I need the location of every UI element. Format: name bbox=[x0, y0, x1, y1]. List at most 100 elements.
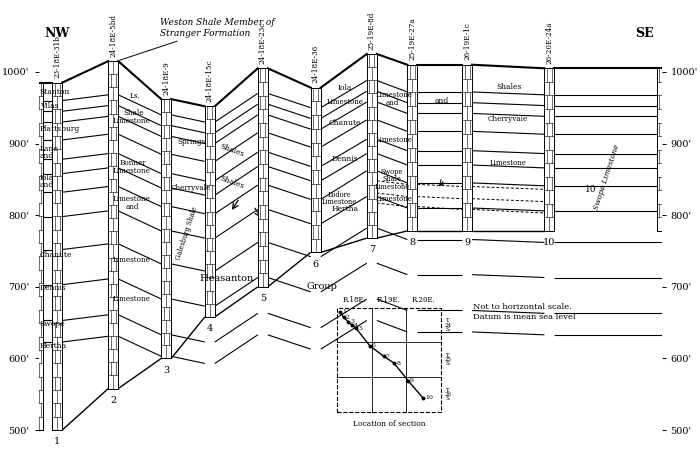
Text: 5: 5 bbox=[358, 326, 362, 331]
Text: 6: 6 bbox=[372, 343, 376, 348]
Text: S.: S. bbox=[445, 396, 450, 401]
Text: 23-18E-31b: 23-18E-31b bbox=[53, 35, 61, 79]
Text: R.19E.: R.19E. bbox=[377, 296, 401, 304]
Bar bbox=[657, 68, 666, 231]
Text: 3: 3 bbox=[163, 365, 169, 375]
Text: Limestone: Limestone bbox=[375, 136, 412, 144]
Bar bbox=[462, 65, 472, 231]
Text: Limestone: Limestone bbox=[322, 198, 357, 206]
Text: Location of section: Location of section bbox=[353, 420, 425, 429]
Bar bbox=[34, 83, 43, 430]
Text: 7: 7 bbox=[386, 354, 390, 359]
Text: Limestone: Limestone bbox=[490, 159, 526, 167]
Text: R.18E.: R.18E. bbox=[342, 296, 366, 304]
Text: Iola: Iola bbox=[40, 174, 54, 182]
Text: Dennis: Dennis bbox=[40, 284, 66, 292]
Text: Limestone: Limestone bbox=[327, 98, 363, 106]
Text: Group: Group bbox=[307, 282, 337, 291]
Text: 24-18E-5bd: 24-18E-5bd bbox=[109, 14, 118, 57]
Text: Swope: Swope bbox=[40, 320, 65, 328]
Text: 1: 1 bbox=[342, 310, 346, 315]
Text: S.: S. bbox=[445, 361, 450, 366]
Text: 24-18E-9: 24-18E-9 bbox=[162, 61, 170, 95]
Text: and: and bbox=[125, 202, 139, 211]
Text: 24: 24 bbox=[445, 323, 452, 328]
Text: Limestone: Limestone bbox=[374, 183, 409, 191]
Text: 4: 4 bbox=[354, 323, 358, 328]
Text: 2: 2 bbox=[110, 396, 116, 405]
Text: 3: 3 bbox=[350, 319, 354, 324]
Text: 9: 9 bbox=[410, 378, 414, 383]
Text: Shales: Shales bbox=[218, 175, 245, 191]
Text: Cherryvale: Cherryvale bbox=[488, 115, 528, 123]
Text: Shales: Shales bbox=[496, 83, 522, 91]
Text: T.: T. bbox=[445, 388, 449, 393]
Text: Hertha: Hertha bbox=[332, 206, 358, 213]
Bar bbox=[545, 68, 554, 231]
Text: SE: SE bbox=[636, 27, 654, 40]
Text: 9: 9 bbox=[464, 238, 470, 247]
Text: NW: NW bbox=[45, 27, 70, 40]
Text: 10: 10 bbox=[585, 185, 596, 194]
Bar bbox=[407, 65, 417, 231]
Text: 26-19E-1c: 26-19E-1c bbox=[463, 22, 471, 60]
Text: Shales: Shales bbox=[218, 143, 245, 159]
Text: and: and bbox=[386, 99, 399, 107]
Bar bbox=[205, 106, 215, 317]
Text: 10: 10 bbox=[543, 238, 556, 247]
Text: Limestone: Limestone bbox=[113, 167, 151, 175]
Bar bbox=[311, 88, 321, 252]
Text: Iola: Iola bbox=[338, 84, 352, 92]
Text: 25-19E-27a: 25-19E-27a bbox=[408, 18, 416, 60]
Text: and: and bbox=[40, 181, 54, 189]
Text: Dennis: Dennis bbox=[332, 155, 358, 163]
Text: Limestone: Limestone bbox=[113, 295, 151, 303]
Text: 25: 25 bbox=[445, 357, 452, 362]
Text: Lane: Lane bbox=[40, 144, 59, 153]
Text: Vilas: Vilas bbox=[40, 102, 58, 110]
Text: and: and bbox=[435, 97, 449, 104]
Text: Swope: Swope bbox=[381, 168, 403, 176]
Bar bbox=[258, 68, 268, 287]
Bar bbox=[108, 61, 118, 389]
Text: Chanute: Chanute bbox=[40, 251, 72, 259]
Text: 6: 6 bbox=[313, 260, 319, 269]
Bar bbox=[52, 83, 62, 430]
Text: Pleasanton: Pleasanton bbox=[199, 274, 254, 283]
Text: 26: 26 bbox=[445, 392, 452, 397]
Text: Limestone: Limestone bbox=[113, 257, 151, 264]
Text: Ls.: Ls. bbox=[130, 92, 141, 100]
Text: 8: 8 bbox=[396, 360, 400, 366]
Text: Limestone: Limestone bbox=[113, 117, 151, 125]
Text: 1: 1 bbox=[54, 437, 60, 446]
Text: 26-20E-24a: 26-20E-24a bbox=[545, 21, 554, 64]
Text: Chanute: Chanute bbox=[329, 119, 361, 128]
Text: Limestone: Limestone bbox=[375, 195, 412, 203]
Text: T.: T. bbox=[445, 318, 449, 323]
Text: Shale: Shale bbox=[382, 175, 401, 183]
Text: Weston Shale Member of
Stranger Formation: Weston Shale Member of Stranger Formatio… bbox=[120, 18, 274, 60]
Text: Swope Limestone: Swope Limestone bbox=[592, 143, 621, 211]
Text: 24-18E-36: 24-18E-36 bbox=[312, 45, 320, 84]
Text: Not to horizontal scale.
Datum is mean sea level: Not to horizontal scale. Datum is mean s… bbox=[473, 303, 576, 321]
Text: and: and bbox=[40, 152, 54, 160]
Text: 25-19E-8d: 25-19E-8d bbox=[368, 11, 376, 49]
Text: Hertha: Hertha bbox=[40, 342, 67, 350]
Text: Shale: Shale bbox=[123, 109, 144, 118]
Text: 24-18E-15c: 24-18E-15c bbox=[206, 59, 214, 102]
Text: Springs: Springs bbox=[177, 138, 205, 146]
Bar bbox=[161, 99, 172, 359]
Text: Cherryvale: Cherryvale bbox=[171, 184, 211, 192]
Text: 24-18E-23c: 24-18E-23c bbox=[259, 22, 267, 64]
Text: T.: T. bbox=[445, 353, 449, 358]
Text: R.20E.: R.20E. bbox=[412, 296, 435, 304]
Text: Lodore: Lodore bbox=[328, 191, 351, 199]
Text: 7: 7 bbox=[369, 245, 375, 254]
Bar bbox=[367, 54, 377, 238]
Text: 8: 8 bbox=[410, 238, 415, 247]
Text: Stanton: Stanton bbox=[40, 88, 70, 96]
Text: 10: 10 bbox=[425, 395, 433, 400]
Text: Limestone: Limestone bbox=[375, 91, 412, 99]
Text: 2: 2 bbox=[346, 315, 350, 320]
Text: Galesburg Shale: Galesburg Shale bbox=[174, 205, 200, 261]
